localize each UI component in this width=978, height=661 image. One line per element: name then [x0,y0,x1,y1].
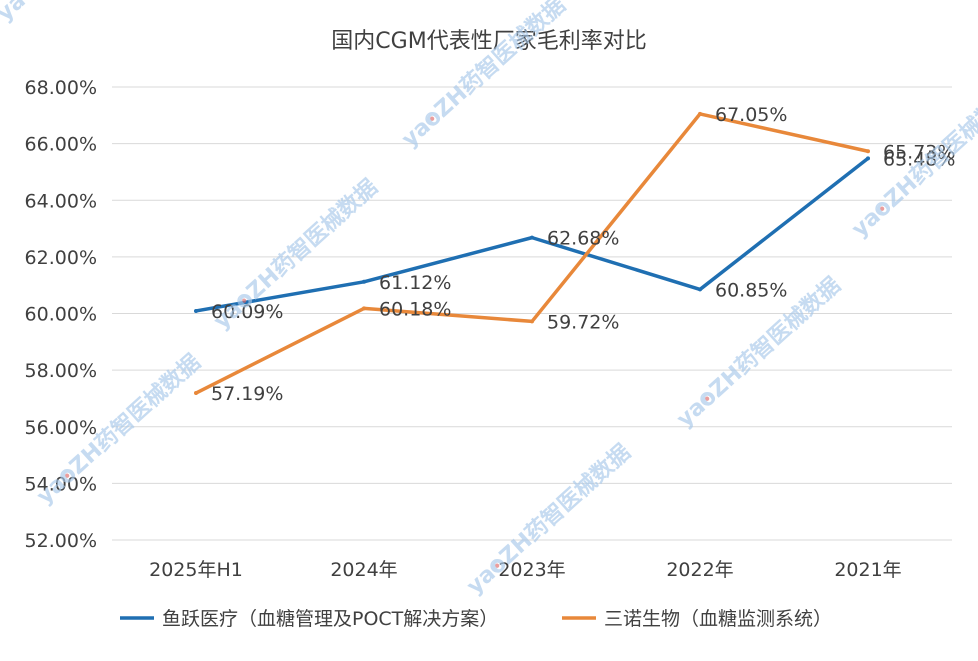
y-tick-label: 56.00% [25,417,97,439]
watermark-logo [700,391,714,406]
watermark-logo [429,116,435,121]
y-tick-label: 68.00% [25,77,97,99]
x-tick-label: 2023年 [498,559,565,581]
data-label: 57.19% [211,383,283,405]
watermark-logo [494,563,500,568]
watermark-logo [237,293,251,308]
x-axis: 2025年H1 2024年 2023年 2022年 2021年 [149,559,902,581]
data-label: 67.05% [715,104,787,126]
data-label: 60.85% [715,279,787,301]
data-point [530,235,534,240]
watermark-logo [60,468,74,483]
x-tick-label: 2022年 [666,559,733,581]
y-tick-label: 58.00% [25,360,97,382]
y-tick-label: 60.00% [25,304,97,326]
data-point [866,149,870,154]
data-point [698,111,702,116]
x-tick-label: 2024年 [330,559,397,581]
watermark-logo [879,206,885,211]
watermark-logo [490,558,504,573]
watermark-text: yaoZH药智医械数据 [397,0,571,152]
data-label: 59.72% [547,311,619,333]
watermark-logo [704,396,710,401]
data-label: 60.18% [379,298,451,320]
data-label: 62.68% [547,228,619,250]
watermark-logo [241,298,247,303]
data-labels: 60.09% 61.12% 62.68% 60.85% 65.48% 57.19% 60.1… [211,104,955,405]
y-tick-label: 52.00% [25,530,97,552]
legend-label: 三诺生物（血糖监测系统） [604,608,832,630]
chart-title: 国内CGM代表性厂家毛利率对比 [331,29,646,54]
data-point [362,306,366,311]
data-label: 65.73% [883,141,955,163]
watermark-text: yaoZH药智医械数据 [0,0,166,26]
legend-label: 鱼跃医疗（血糖管理及POCT解决方案） [162,608,498,630]
x-tick-label: 2021年 [834,559,901,581]
data-point [530,319,534,324]
data-point [698,287,702,292]
data-point [362,279,366,284]
y-tick-label: 54.00% [25,473,97,495]
watermark: yaoZH药智医械数据 [0,0,166,26]
data-point [194,308,198,313]
y-tick-label: 64.00% [25,190,97,212]
data-label: 60.09% [211,301,283,323]
watermark-logo [875,201,889,216]
data-label: 65.48% [883,148,955,170]
y-tick-label: 62.00% [25,247,97,269]
series-layer [194,111,870,396]
watermark-logo [64,473,70,478]
watermark: yaoZH药智医械数据 [397,0,571,152]
y-axis: 52.00% 54.00% 56.00% 58.00% 60.00% 62.00% 64.0… [25,77,97,552]
legend: 鱼跃医疗（血糖管理及POCT解决方案） 三诺生物（血糖监测系统） [120,608,832,630]
x-tick-label: 2025年H1 [149,559,243,581]
data-label: 61.12% [379,272,451,294]
data-point [866,156,870,161]
y-tick-label: 66.00% [25,134,97,156]
watermarks: yaoZH药智医械数据yaoZH药智医械数据yaoZH药智医械数据yaoZH药智… [0,0,978,599]
watermark-logo [425,111,439,126]
data-point [194,391,198,396]
